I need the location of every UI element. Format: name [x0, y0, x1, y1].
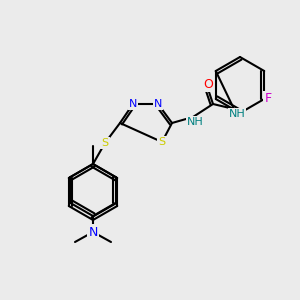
Text: O: O: [203, 77, 213, 91]
Text: NH: NH: [229, 109, 245, 119]
Text: N: N: [88, 226, 98, 238]
Text: N: N: [129, 99, 137, 109]
Text: N: N: [154, 99, 162, 109]
Text: S: S: [101, 138, 109, 148]
Text: S: S: [158, 137, 166, 147]
Text: NH: NH: [187, 117, 203, 127]
Text: F: F: [265, 92, 272, 106]
